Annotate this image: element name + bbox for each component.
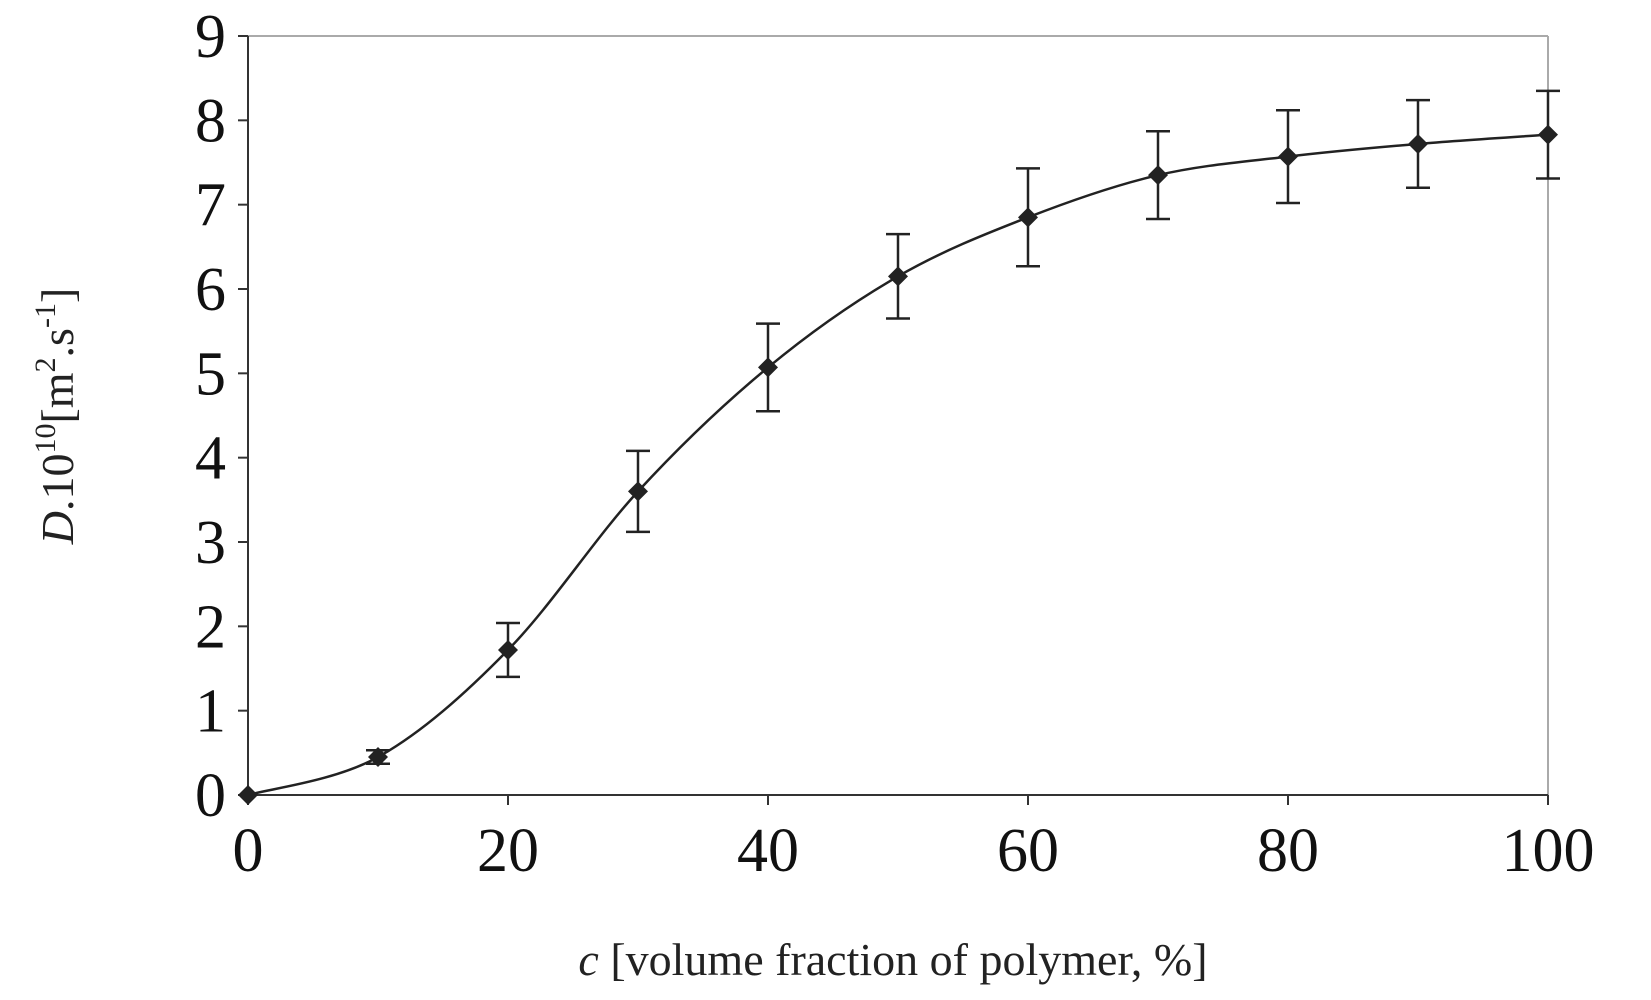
y-tick-label: 5 xyxy=(195,340,226,408)
data-point-marker xyxy=(368,747,388,768)
x-tick-label: 80 xyxy=(1257,817,1319,885)
y-axis-label: D.1010[m2.s-1] xyxy=(29,288,83,546)
data-point-marker xyxy=(888,266,908,287)
y-axis-unit-exponent-2: -1 xyxy=(29,303,62,328)
x-axis-text: [volume fraction of polymer, %] xyxy=(599,934,1208,985)
data-point-marker xyxy=(1278,146,1298,167)
y-axis-scale: .10 xyxy=(32,454,83,512)
data-point-marker xyxy=(498,639,518,660)
y-axis-scale-exponent: 10 xyxy=(29,424,62,454)
x-axis-label: c [volume fraction of polymer, %] xyxy=(578,934,1207,985)
x-axis-ticks: 0 20 40 60 80 100 xyxy=(233,795,1595,885)
y-tick-label: 2 xyxy=(195,593,226,661)
y-axis-unit-open: [m xyxy=(32,372,83,423)
x-tick-label: 60 xyxy=(997,817,1059,885)
fit-curve-layer xyxy=(247,133,1549,797)
data-point-marker xyxy=(1408,133,1428,154)
y-axis-ticks: 0 1 2 3 4 5 6 7 8 9 xyxy=(195,3,248,830)
y-tick-label: 1 xyxy=(195,678,226,746)
x-tick-label: 100 xyxy=(1502,817,1595,885)
y-axis-variable: D xyxy=(32,511,83,545)
data-point-marker xyxy=(1148,165,1168,186)
data-point-marker xyxy=(238,785,258,805)
y-axis-unit-exponent-1: 2 xyxy=(29,357,62,372)
y-tick-label: 0 xyxy=(195,762,226,830)
y-tick-label: 8 xyxy=(195,87,226,155)
x-axis-variable: c xyxy=(578,934,598,985)
y-axis-unit-mid: .s xyxy=(32,328,83,357)
data-point-marker xyxy=(1018,207,1038,228)
y-tick-label: 7 xyxy=(195,172,226,240)
x-tick-label: 40 xyxy=(737,817,799,885)
y-tick-label: 9 xyxy=(195,3,226,71)
data-point-marker xyxy=(628,481,648,502)
y-tick-label: 4 xyxy=(195,425,226,493)
error-bars xyxy=(366,89,1560,766)
y-tick-label: 3 xyxy=(195,509,226,577)
x-tick-label: 20 xyxy=(477,817,539,885)
data-points xyxy=(238,124,1558,805)
y-axis-unit-close: ] xyxy=(32,288,83,303)
y-tick-label: 6 xyxy=(195,256,226,324)
fit-curve xyxy=(247,133,1549,797)
data-point-marker xyxy=(1538,124,1558,145)
data-point-marker xyxy=(758,357,778,378)
x-tick-label: 0 xyxy=(233,817,264,885)
